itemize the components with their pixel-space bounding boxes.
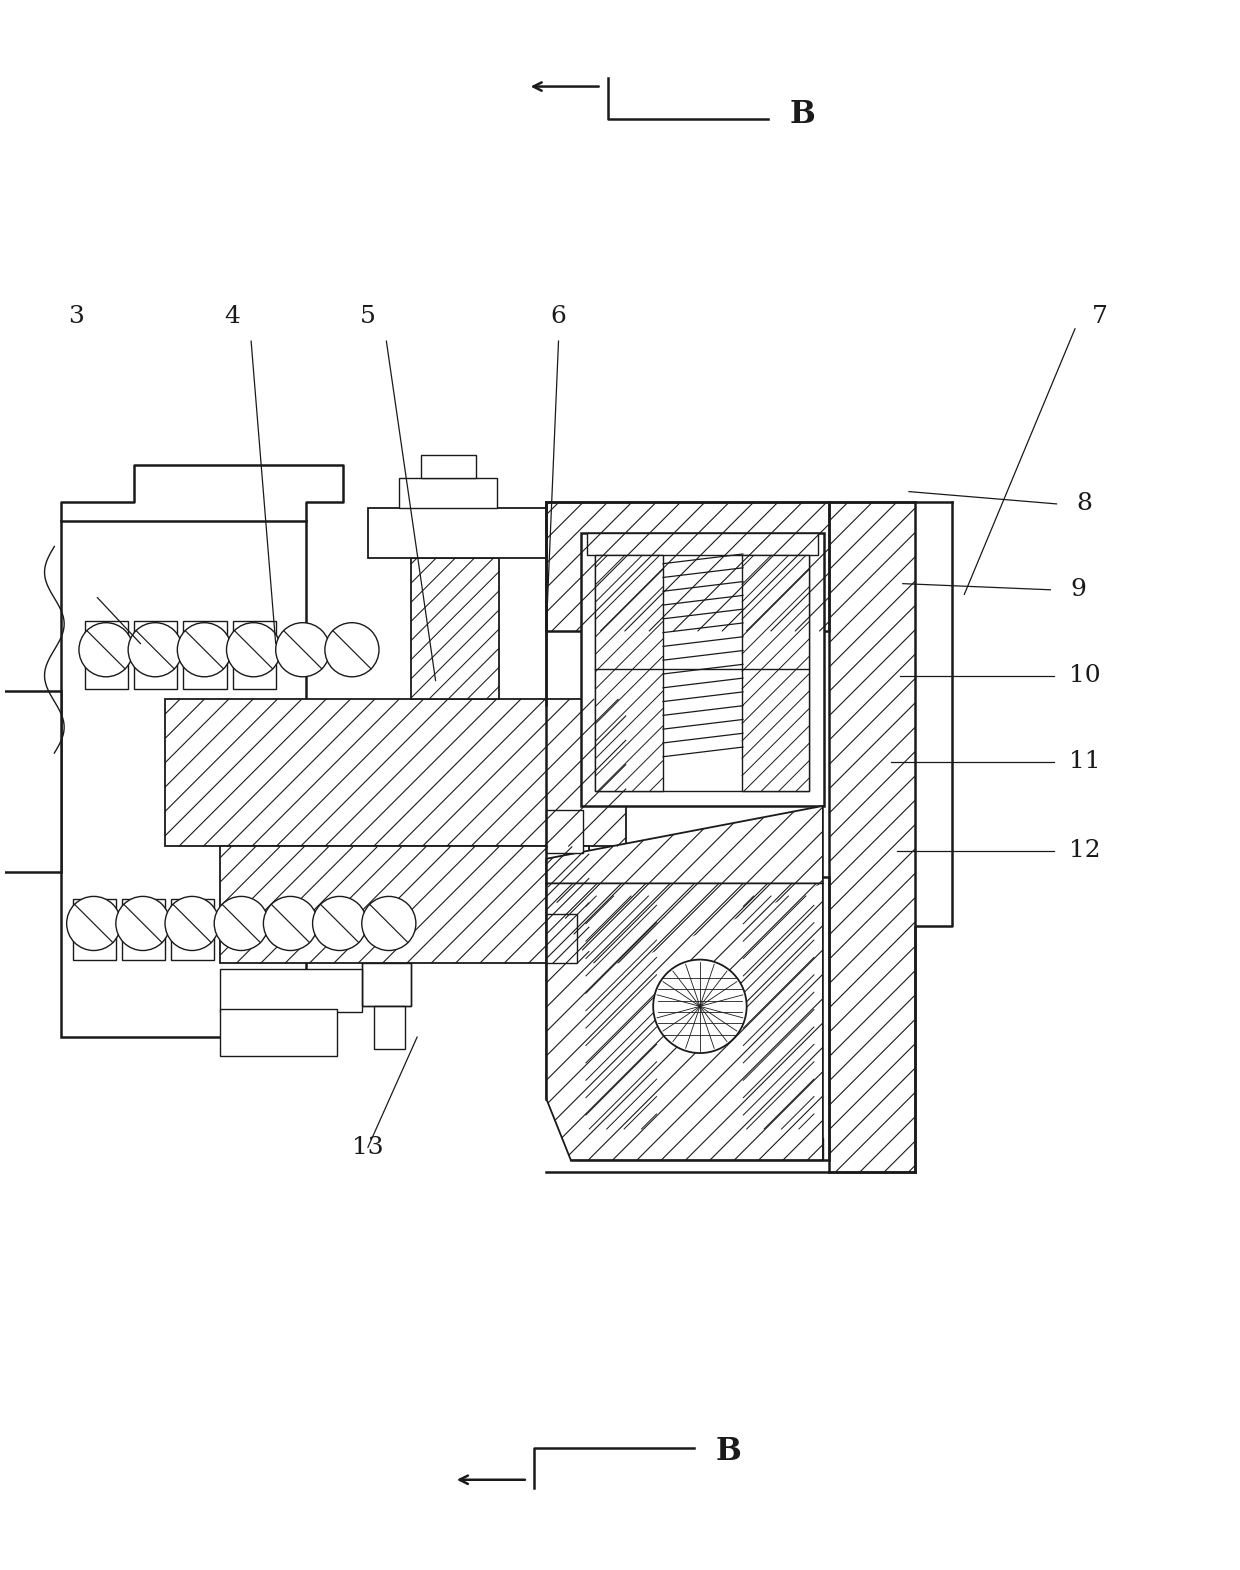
Text: 13: 13 [352, 1135, 383, 1159]
Bar [165, 699, 626, 846]
Text: 5: 5 [360, 305, 376, 328]
Bar [547, 810, 583, 853]
Bar [742, 556, 810, 791]
Text: 3: 3 [68, 305, 84, 328]
Bar [547, 914, 577, 964]
Circle shape [215, 896, 268, 950]
Bar [570, 878, 830, 1160]
Bar [585, 892, 815, 1145]
Bar [122, 900, 165, 961]
Bar [362, 964, 410, 1006]
Bar [743, 895, 815, 1129]
Bar [73, 900, 115, 961]
Text: 7: 7 [1091, 305, 1107, 328]
Bar [134, 622, 177, 689]
Circle shape [128, 623, 182, 677]
Bar [577, 1138, 823, 1160]
Text: 12: 12 [1069, 838, 1101, 862]
Circle shape [79, 623, 133, 677]
Circle shape [263, 896, 317, 950]
Text: 10: 10 [1069, 664, 1101, 688]
Bar [595, 548, 810, 791]
Bar [233, 622, 275, 689]
Circle shape [362, 896, 415, 950]
Circle shape [177, 623, 232, 677]
PathPatch shape [547, 805, 823, 964]
Bar [171, 900, 215, 961]
Circle shape [312, 896, 367, 950]
Bar [184, 622, 227, 689]
Text: 11: 11 [1069, 750, 1101, 772]
Bar [269, 900, 312, 961]
Bar [585, 895, 657, 1129]
Circle shape [275, 623, 330, 677]
Bar [221, 900, 263, 961]
PathPatch shape [547, 884, 823, 1160]
Bar [595, 556, 663, 791]
Bar [830, 502, 915, 1173]
Bar [410, 557, 500, 699]
Bar [547, 502, 830, 631]
Circle shape [325, 623, 379, 677]
Circle shape [115, 896, 170, 950]
Bar [221, 1010, 337, 1055]
Text: 9: 9 [1070, 578, 1086, 601]
Circle shape [653, 959, 746, 1053]
Circle shape [67, 896, 120, 950]
Bar [587, 532, 818, 556]
Bar [61, 521, 306, 1038]
Bar [221, 846, 589, 964]
Bar [368, 509, 552, 557]
Circle shape [227, 623, 280, 677]
Text: B: B [790, 99, 816, 130]
Text: 8: 8 [1076, 493, 1092, 515]
Text: B: B [715, 1437, 742, 1466]
Bar [0, 691, 61, 871]
Bar [221, 969, 362, 1013]
Bar [420, 455, 476, 477]
Bar [399, 477, 497, 509]
Text: 6: 6 [551, 305, 567, 328]
Bar [580, 532, 825, 805]
Text: 4: 4 [224, 305, 241, 328]
Circle shape [165, 896, 219, 950]
Bar [374, 1006, 404, 1049]
Bar [86, 622, 128, 689]
